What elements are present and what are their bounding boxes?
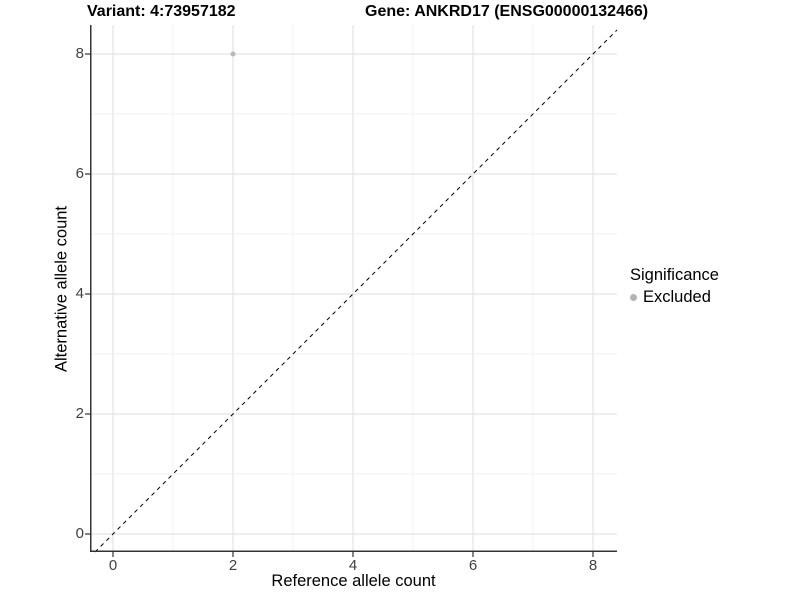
legend: Significance Excluded (630, 266, 719, 307)
x-tick-label-8: 8 (588, 557, 598, 574)
y-tick-label-2: 2 (75, 405, 84, 422)
legend-item-label: Excluded (643, 288, 711, 306)
legend-item-excluded: Excluded (630, 288, 719, 307)
y-tick-label-0: 0 (75, 525, 84, 542)
legend-title: Significance (630, 266, 719, 284)
x-tick-label-0: 0 (108, 557, 118, 574)
y-tick-label-8: 8 (75, 45, 84, 62)
variant-title: Variant: 4:73957182 (87, 3, 236, 20)
y-tick-label-6: 6 (75, 165, 84, 182)
y-tick-label-4: 4 (75, 285, 84, 302)
x-tick-label-6: 6 (468, 557, 478, 574)
x-tick-label-2: 2 (228, 557, 238, 574)
plot-panel (85, 25, 618, 557)
gene-title: Gene: ANKRD17 (ENSG00000132466) (365, 3, 649, 20)
excluded-point-icon (630, 294, 637, 301)
y-axis-title: Alternative allele count (52, 205, 71, 373)
identity-line (94, 29, 618, 553)
x-tick-label-4: 4 (348, 557, 358, 574)
x-axis-title: Reference allele count (271, 572, 436, 590)
data-point (230, 51, 236, 57)
